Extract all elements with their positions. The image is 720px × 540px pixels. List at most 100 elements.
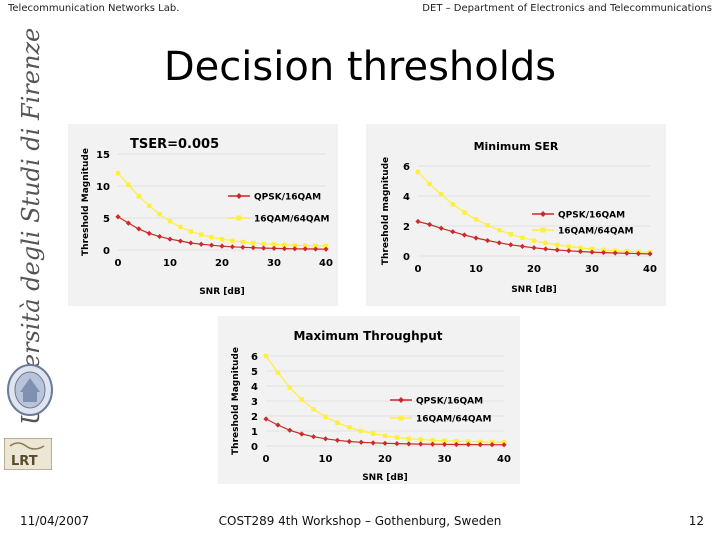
min-ser-point — [647, 251, 653, 257]
tser-point — [157, 211, 162, 217]
max-throughput-xtick-label: 10 — [319, 454, 333, 465]
tser-title: TSER=0.005 — [130, 137, 219, 152]
min-ser-ytick-label: 0 — [403, 252, 410, 263]
max-throughput-point — [358, 439, 364, 445]
tser-legend-marker — [236, 215, 242, 221]
max-throughput-legend-marker — [398, 415, 404, 421]
tser-point — [303, 243, 308, 248]
tser-point — [261, 241, 266, 246]
tser-xtick-label: 20 — [215, 258, 229, 269]
tser-point — [302, 246, 308, 252]
max-throughput-ytick-label: 0 — [251, 442, 258, 453]
tser-point — [282, 242, 287, 248]
max-throughput-point — [430, 438, 435, 443]
footer-event: COST289 4th Workshop – Gothenburg, Swede… — [218, 514, 502, 528]
max-throughput-xtick-label: 20 — [378, 454, 392, 465]
tser-point — [188, 240, 194, 246]
tser-ytick-label: 0 — [103, 246, 110, 257]
max-throughput-ytick-label: 4 — [251, 382, 258, 393]
max-throughput-yaxis-label: Threshold Magnitude — [231, 347, 241, 455]
max-throughput-title: Maximum Throughput — [293, 329, 442, 343]
max-throughput-point — [442, 438, 447, 443]
max-throughput-point — [489, 442, 495, 448]
max-throughput-point — [299, 397, 304, 402]
min-ser-point — [601, 247, 606, 253]
max-throughput-point — [287, 385, 292, 390]
tser-point — [240, 239, 245, 245]
min-ser-panel-bg — [366, 124, 666, 306]
tser-panel-bg — [68, 124, 338, 306]
max-throughput-point — [322, 436, 329, 442]
tser-point — [147, 203, 152, 209]
tser-point — [271, 242, 277, 247]
min-ser-legend-label: QPSK/16QAM — [558, 211, 625, 221]
tser-point — [292, 243, 297, 248]
min-ser-legend-marker — [540, 227, 546, 233]
max-throughput-point — [263, 353, 269, 359]
min-ser-point — [427, 181, 432, 187]
max-throughput-point — [382, 440, 388, 446]
tser-point — [188, 229, 193, 234]
tser-point — [167, 236, 173, 242]
tser-point — [323, 246, 329, 252]
tser-ytick-label: 5 — [103, 214, 110, 225]
min-ser-point — [497, 228, 502, 233]
max-throughput-legend-label: QPSK/16QAM — [416, 397, 483, 407]
footer-date: 11/04/2007 — [20, 514, 90, 528]
max-throughput-xtick-label: 0 — [263, 454, 270, 465]
max-throughput-ytick-label: 5 — [251, 367, 258, 378]
min-ser-point — [520, 235, 525, 240]
min-ser-ytick-label: 2 — [403, 222, 410, 233]
tser-point — [115, 214, 121, 220]
max-throughput-xtick-label: 30 — [438, 454, 452, 465]
max-throughput-point — [275, 422, 281, 428]
max-throughput-point — [478, 439, 483, 444]
tser-xtick-label: 0 — [115, 258, 122, 269]
lrt-logo-text: LRT — [11, 454, 38, 469]
min-ser-xtick-label: 20 — [527, 264, 541, 275]
min-ser-ytick-label: 6 — [403, 162, 410, 173]
min-ser-xtick-label: 40 — [643, 264, 657, 275]
min-ser-point — [473, 235, 479, 241]
min-ser-point — [531, 238, 537, 243]
tser-point — [209, 235, 214, 240]
max-throughput-point — [311, 407, 316, 412]
tser-point — [167, 219, 173, 224]
chart-maximum-throughput: Maximum Throughput 0 1 2 3 4 5 6 0 10 20 30 40 SNR [d… — [218, 316, 520, 484]
min-ser-point — [462, 210, 467, 215]
max-throughput-point — [347, 425, 352, 430]
max-throughput-ytick-label: 3 — [251, 397, 258, 408]
tser-point — [251, 240, 256, 246]
tser-point — [292, 246, 298, 252]
max-throughput-point — [263, 416, 269, 422]
min-ser-point — [439, 192, 444, 197]
min-ser-title: Minimum SER — [474, 140, 559, 153]
tser-legend-label: QPSK/16QAM — [254, 193, 321, 203]
tser-point — [136, 194, 141, 199]
max-throughput-point — [489, 439, 495, 445]
max-throughput-point — [454, 439, 459, 444]
chart-minimum-ser-svg: Minimum SER 0 2 4 6 0 10 20 30 40 SNR [dB] Threshol… — [366, 124, 666, 306]
max-throughput-point — [501, 439, 507, 445]
min-ser-legend-label: 16QAM/64QAM — [558, 227, 634, 237]
max-throughput-ytick-label: 1 — [251, 427, 258, 438]
max-throughput-point — [466, 439, 471, 444]
tser-point — [323, 243, 329, 249]
tser-point — [209, 242, 215, 248]
tser-legend-marker — [236, 193, 242, 199]
tser-ytick-label: 15 — [96, 150, 110, 161]
min-ser-point — [415, 169, 421, 175]
chart-tser: TSER=0.005 0 5 10 15 0 10 20 30 40 SNR [dB] Thresho… — [68, 124, 338, 306]
max-throughput-point — [370, 431, 376, 436]
min-ser-point — [635, 251, 641, 257]
chart-tser-svg: TSER=0.005 0 5 10 15 0 10 20 30 40 SNR [dB] Thresho… — [68, 124, 338, 306]
chart-maximum-throughput-svg: Maximum Throughput 0 1 2 3 4 5 6 0 10 20 30 40 SNR [d… — [218, 316, 520, 484]
min-ser-ytick-label: 4 — [403, 192, 410, 203]
min-ser-point — [450, 202, 455, 207]
min-ser-legend-marker — [540, 211, 546, 217]
max-throughput-point — [465, 441, 471, 448]
tser-legend-label: 16QAM/64QAM — [254, 215, 330, 225]
tser-point — [230, 238, 235, 243]
min-ser-yaxis-label: Threshold magnitude — [381, 157, 391, 265]
tser-xtick-label: 10 — [163, 258, 177, 269]
